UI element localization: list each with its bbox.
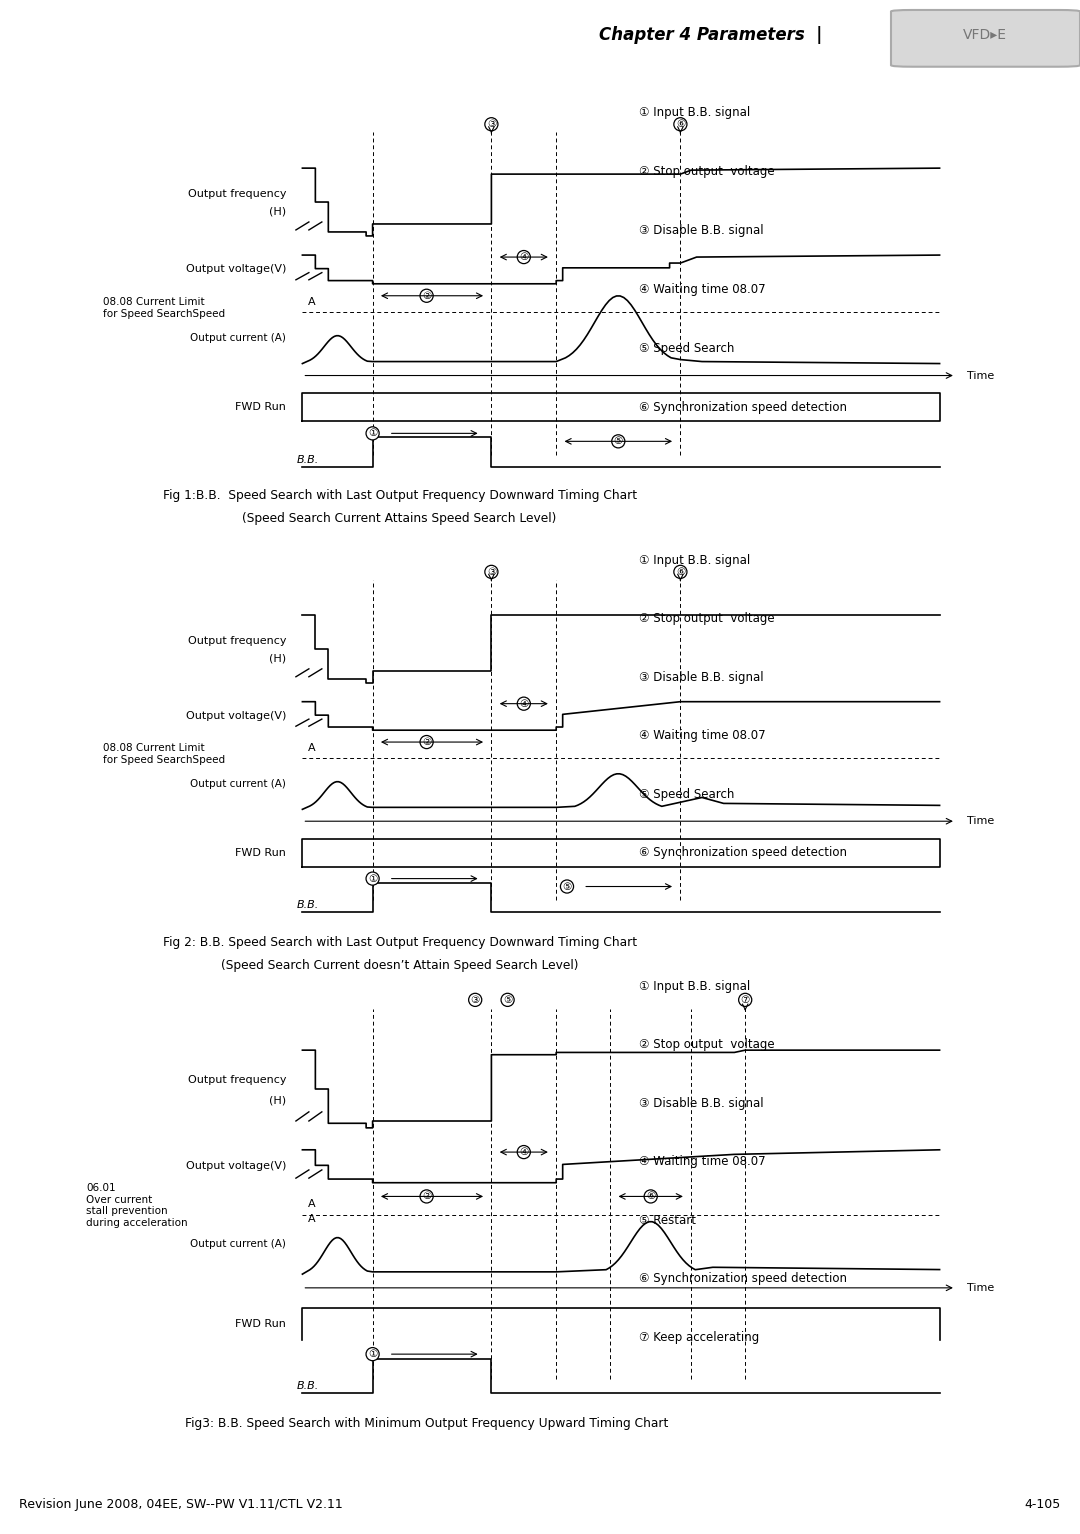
Text: ④: ④: [519, 1147, 528, 1157]
Text: Output frequency: Output frequency: [188, 1075, 286, 1085]
Text: (H): (H): [269, 653, 286, 664]
Text: (Speed Search Current Attains Speed Search Level): (Speed Search Current Attains Speed Sear…: [242, 512, 557, 525]
Text: ⑥ Synchronization speed detection: ⑥ Synchronization speed detection: [639, 847, 848, 859]
Text: FWD Run: FWD Run: [235, 402, 286, 413]
Text: (H): (H): [269, 1095, 286, 1106]
Text: ⑥: ⑥: [676, 120, 685, 129]
Text: 06.01
Over current
stall prevention
during acceleration: 06.01 Over current stall prevention duri…: [86, 1183, 188, 1229]
Text: ③: ③: [471, 996, 480, 1005]
FancyBboxPatch shape: [891, 11, 1080, 67]
Text: Time: Time: [967, 1282, 994, 1293]
Text: ① Input B.B. signal: ① Input B.B. signal: [639, 106, 751, 118]
Text: ① Input B.B. signal: ① Input B.B. signal: [639, 980, 751, 992]
Text: ② Stop output  voltage: ② Stop output voltage: [639, 1039, 775, 1051]
Text: Output current (A): Output current (A): [190, 333, 286, 342]
Text: ⑤: ⑤: [563, 882, 571, 891]
Text: ⑥: ⑥: [646, 1192, 656, 1201]
Text: Chapter 4 Parameters  |: Chapter 4 Parameters |: [599, 26, 823, 43]
Text: ②: ②: [422, 736, 431, 747]
Text: VFD▸E: VFD▸E: [963, 28, 1007, 41]
Text: ⑤: ⑤: [503, 996, 512, 1005]
Text: ② Stop output  voltage: ② Stop output voltage: [639, 612, 775, 624]
Text: Fig3: B.B. Speed Search with Minimum Output Frequency Upward Timing Chart: Fig3: B.B. Speed Search with Minimum Out…: [185, 1417, 669, 1430]
Text: ③ Disable B.B. signal: ③ Disable B.B. signal: [639, 670, 764, 684]
Text: ②: ②: [422, 1192, 431, 1201]
Text: ③ Disable B.B. signal: ③ Disable B.B. signal: [639, 1097, 764, 1109]
Text: 08.08 Current Limit
for Speed SearchSpeed: 08.08 Current Limit for Speed SearchSpee…: [103, 742, 225, 765]
Text: (Speed Search Current doesn’t Attain Speed Search Level): (Speed Search Current doesn’t Attain Spe…: [220, 959, 579, 971]
Text: A: A: [308, 742, 315, 753]
Text: ⑥ Synchronization speed detection: ⑥ Synchronization speed detection: [639, 400, 848, 414]
Text: ④ Waiting time 08.07: ④ Waiting time 08.07: [639, 282, 766, 296]
Text: A: A: [308, 1213, 315, 1224]
Text: 08.08 Current Limit
for Speed SearchSpeed: 08.08 Current Limit for Speed SearchSpee…: [103, 298, 225, 319]
Text: B.B.: B.B.: [297, 1381, 320, 1391]
Text: Output voltage(V): Output voltage(V): [186, 710, 286, 721]
Text: 4-105: 4-105: [1024, 1499, 1061, 1511]
Text: ⑤ Restart: ⑤ Restart: [639, 1213, 697, 1227]
Text: ④: ④: [519, 252, 528, 262]
Text: Time: Time: [967, 371, 994, 380]
Text: ⑤ Speed Search: ⑤ Speed Search: [639, 342, 734, 354]
Text: B.B.: B.B.: [297, 900, 320, 910]
Text: Time: Time: [967, 816, 994, 827]
Text: Revision June 2008, 04EE, SW--PW V1.11/CTL V2.11: Revision June 2008, 04EE, SW--PW V1.11/C…: [19, 1499, 343, 1511]
Text: ⑦: ⑦: [741, 996, 750, 1005]
Text: ①: ①: [368, 1348, 377, 1359]
Text: ④: ④: [519, 698, 528, 709]
Text: Output voltage(V): Output voltage(V): [186, 264, 286, 275]
Text: ② Stop output  voltage: ② Stop output voltage: [639, 164, 775, 178]
Text: Output voltage(V): Output voltage(V): [186, 1161, 286, 1172]
Text: ⑥: ⑥: [676, 568, 685, 577]
Text: Output current (A): Output current (A): [190, 1239, 286, 1249]
Text: FWD Run: FWD Run: [235, 848, 286, 858]
Text: Fig 2: B.B. Speed Search with Last Output Frequency Downward Timing Chart: Fig 2: B.B. Speed Search with Last Outpu…: [162, 936, 637, 948]
Text: ⑦ Keep accelerating: ⑦ Keep accelerating: [639, 1330, 759, 1344]
Text: ①: ①: [368, 873, 377, 884]
Text: (H): (H): [269, 207, 286, 216]
Text: ④ Waiting time 08.07: ④ Waiting time 08.07: [639, 1155, 766, 1169]
Text: ③ Disable B.B. signal: ③ Disable B.B. signal: [639, 224, 764, 236]
Text: ① Input B.B. signal: ① Input B.B. signal: [639, 554, 751, 566]
Text: FWD Run: FWD Run: [235, 1319, 286, 1330]
Text: Fig 1:B.B.  Speed Search with Last Output Frequency Downward Timing Chart: Fig 1:B.B. Speed Search with Last Output…: [162, 489, 637, 502]
Text: ③: ③: [487, 120, 496, 129]
Text: ⑤ Speed Search: ⑤ Speed Search: [639, 788, 734, 801]
Text: Output frequency: Output frequency: [188, 189, 286, 199]
Text: ③: ③: [487, 568, 496, 577]
Text: Output frequency: Output frequency: [188, 637, 286, 646]
Text: Output current (A): Output current (A): [190, 779, 286, 788]
Text: A: A: [308, 1200, 315, 1209]
Text: ⑤: ⑤: [613, 436, 623, 446]
Text: ④ Waiting time 08.07: ④ Waiting time 08.07: [639, 729, 766, 742]
Text: ①: ①: [368, 428, 377, 439]
Text: ②: ②: [422, 291, 431, 301]
Text: B.B.: B.B.: [297, 456, 320, 465]
Text: ⑥ Synchronization speed detection: ⑥ Synchronization speed detection: [639, 1272, 848, 1285]
Text: A: A: [308, 298, 315, 307]
